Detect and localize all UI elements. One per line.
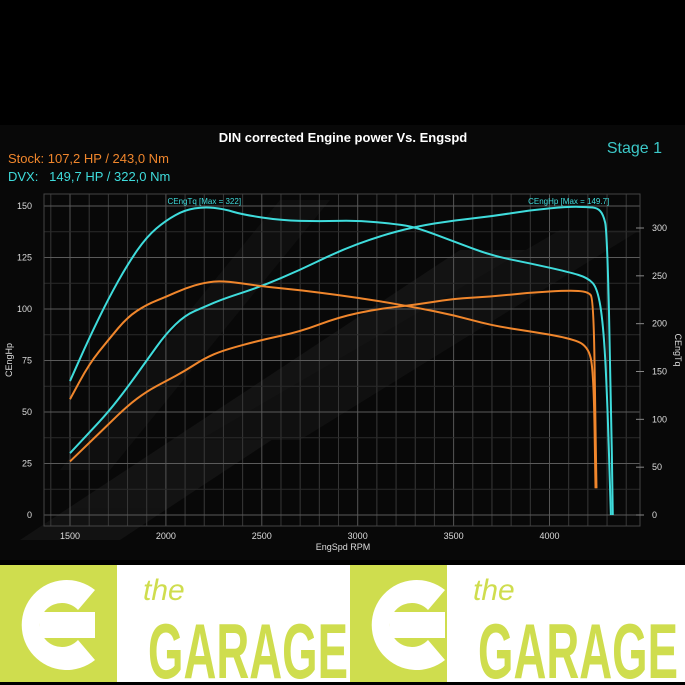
y2-tick-label: 150 <box>652 367 667 377</box>
x-tick-label: 1500 <box>60 531 80 541</box>
series-line-stock_tq <box>69 280 597 489</box>
y-tick-label: 75 <box>22 356 32 366</box>
garage-logo-2: the GARAGE <box>350 565 678 685</box>
y2-axis-label: CEngTq <box>673 333 683 366</box>
x-tick-label: 3000 <box>348 531 368 541</box>
y2-tick-label: 250 <box>652 271 667 281</box>
y-tick-label: 50 <box>22 407 32 417</box>
garage-banner: the GARAGE the GARAGE <box>0 565 685 685</box>
y2-tick-label: 50 <box>652 462 662 472</box>
x-tick-label: 2500 <box>252 531 272 541</box>
garage-logo-1: the GARAGE <box>0 565 348 685</box>
x-tick-label: 2000 <box>156 531 176 541</box>
y2-tick-label: 200 <box>652 319 667 329</box>
y-axis-label: CEngHp <box>4 343 14 377</box>
logo-the: the <box>143 574 185 607</box>
series-line-stock_hp <box>69 289 598 489</box>
series-line-dvx_tq <box>69 206 612 516</box>
chart-title: DIN corrected Engine power Vs. Engspd <box>219 130 468 145</box>
y-tick-label: 100 <box>17 304 32 314</box>
grid <box>44 194 640 526</box>
logo-the: the <box>473 574 515 607</box>
axes: 1500 2000 2500 3000 3500 40000255075100125150… <box>17 193 667 541</box>
y2-tick-label: 0 <box>652 510 657 520</box>
max-annotation: CEngTq [Max = 322] <box>167 197 241 206</box>
legend-stock: Stock: 107,2 HP / 243,0 Nm <box>8 151 169 166</box>
y-tick-label: 0 <box>27 510 32 520</box>
logo-garage: GARAGE <box>148 607 348 685</box>
max-annotation: CEngHp [Max = 149.7] <box>528 197 609 206</box>
legend-dvx: DVX: 149,7 HP / 322,0 Nm <box>8 169 170 184</box>
y-tick-label: 25 <box>22 459 32 469</box>
y-tick-label: 150 <box>17 201 32 211</box>
logo-garage: GARAGE <box>478 607 678 685</box>
x-tick-label: 3500 <box>444 531 464 541</box>
plot-frame <box>43 193 641 527</box>
x-axis-label: EngSpd RPM <box>316 542 371 552</box>
series-line-dvx_hp <box>69 205 614 516</box>
series-lines <box>69 205 614 516</box>
stage-label: Stage 1 <box>607 140 662 157</box>
y2-tick-label: 100 <box>652 414 667 424</box>
x-tick-label: 4000 <box>539 531 559 541</box>
y-tick-label: 125 <box>17 253 32 263</box>
y2-tick-label: 300 <box>652 223 667 233</box>
